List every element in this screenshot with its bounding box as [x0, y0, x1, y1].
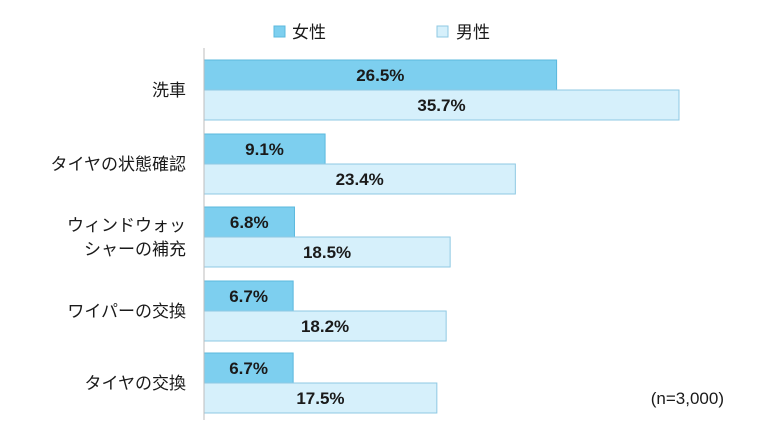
labels-group: 26.5% 9.1% 6.8% 6.7% 6.7% 35.7% 23.4% 18.5% 18.2… [51, 66, 466, 408]
category-label-3: ワイパーの交換 [67, 302, 186, 322]
category-label-0: 洗車 [152, 81, 186, 101]
value-label-male-4: 17.5% [296, 389, 344, 408]
value-label-female-4: 6.7% [229, 359, 268, 378]
value-label-male-1: 23.4% [336, 170, 384, 189]
legend: 女性 男性 [273, 23, 490, 43]
value-label-female-3: 6.7% [229, 287, 268, 306]
category-label-4: タイヤの交換 [85, 374, 187, 394]
bar-male-1 [203, 163, 516, 195]
value-label-male-0: 35.7% [417, 96, 465, 115]
legend-swatch-female [273, 25, 286, 38]
legend-label-male: 男性 [456, 23, 490, 43]
bar-female-3 [203, 280, 294, 312]
value-label-female-2: 6.8% [230, 213, 269, 232]
bar-female-1 [203, 133, 326, 165]
value-label-male-3: 18.2% [301, 317, 349, 336]
category-label-2-line0: ウィンドウォッ [67, 216, 186, 236]
bars-group [203, 59, 680, 414]
value-label-male-2: 18.5% [303, 243, 351, 262]
value-label-female-0: 26.5% [356, 66, 404, 85]
bar-male-4 [203, 382, 438, 414]
legend-label-female: 女性 [292, 23, 326, 43]
sample-size-note: (n=3,000) [651, 389, 724, 408]
bar-female-0 [203, 59, 558, 91]
value-label-female-1: 9.1% [245, 140, 284, 159]
category-label-1: タイヤの状態確認 [51, 155, 187, 175]
legend-swatch-male [436, 25, 449, 38]
category-label-2-line1: シャーの補充 [84, 240, 186, 260]
